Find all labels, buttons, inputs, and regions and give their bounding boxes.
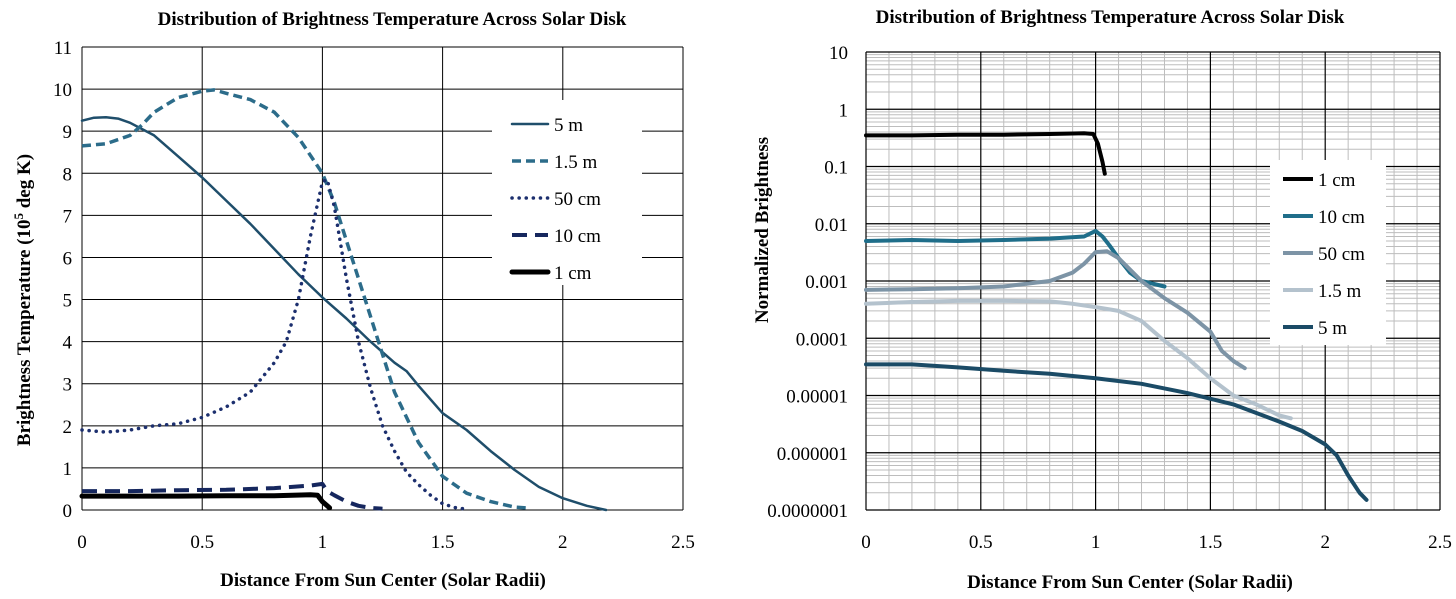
left-y-axis-title: Brightness Temperature (105 deg K) (11, 154, 35, 446)
left-x-tick-label: 0 (77, 532, 87, 553)
left-y-tick-label: 1 (63, 459, 73, 480)
right-y-tick-label: 0.00001 (786, 387, 848, 408)
left-legend: 5 m 1.5 m 50 cm 10 cm 1 cm (492, 100, 642, 285)
left-y-tick-label: 7 (63, 206, 73, 227)
right-y-tick-label: 10 (829, 43, 848, 64)
left-y-tick-label: 5 (63, 291, 73, 312)
left-y-tick-label: 10 (53, 80, 72, 101)
left-legend-label: 1.5 m (554, 152, 598, 173)
right-y-axis-title: Normalized Brightness (752, 137, 773, 323)
left-series-line (79, 492, 333, 511)
right-y-ticks: 0.0000001 0.000001 0.00001 0.0001 0.001 0.01 0… (767, 43, 848, 522)
left-x-ticks: 0 0.5 1 1.5 2 2.5 (77, 532, 695, 553)
right-x-tick-label: 1.5 (1199, 532, 1223, 553)
left-series-line (81, 88, 527, 510)
left-y-axis-title-sup: 5 (11, 213, 26, 220)
left-series-line (82, 481, 383, 511)
left-y-tick-label: 2 (63, 417, 73, 438)
left-chart-title: Distribution of Brightness Temperature A… (158, 9, 627, 30)
left-x-tick-label: 0.5 (190, 532, 214, 553)
right-y-tick-label: 1 (839, 100, 849, 121)
right-legend-label: 50 cm (1318, 244, 1365, 265)
left-y-axis-title-prefix: Brightness Temperature (10 (14, 220, 35, 447)
left-x-tick-label: 1.5 (431, 532, 455, 553)
left-y-tick-label: 6 (63, 248, 73, 269)
left-x-tick-label: 2 (558, 532, 568, 553)
left-y-tick-label: 9 (63, 122, 73, 143)
left-x-tick-label: 1 (318, 532, 328, 553)
right-y-tick-label: 0.000001 (777, 444, 848, 465)
right-x-tick-label: 1 (1091, 532, 1101, 553)
right-y-tick-label: 0.0000001 (767, 501, 848, 522)
right-legend: 1 cm 10 cm 50 cm 1.5 m 5 m (1270, 160, 1386, 345)
left-series-line (80, 177, 469, 511)
right-series-line (864, 131, 1107, 176)
left-x-tick-label: 2.5 (671, 532, 695, 553)
left-y-axis-title-suffix: deg K) (14, 154, 35, 213)
right-series-line (864, 362, 1369, 502)
left-y-tick-label: 4 (63, 333, 73, 354)
right-x-tick-label: 2.5 (1428, 532, 1452, 553)
left-grid (81, 46, 684, 511)
right-y-tick-label: 0.0001 (796, 329, 848, 350)
left-y-tick-label: 0 (63, 501, 73, 522)
right-legend-label: 1 cm (1318, 170, 1356, 191)
left-y-tick-label: 3 (63, 375, 73, 396)
right-x-axis-title: Distance From Sun Center (Solar Radii) (967, 572, 1293, 593)
left-y-tick-label: 11 (54, 38, 72, 59)
left-legend-label: 50 cm (554, 189, 601, 210)
right-chart: Distribution of Brightness Temperature A… (752, 7, 1452, 593)
right-series-line (864, 249, 1247, 371)
right-legend-label: 1.5 m (1318, 281, 1362, 302)
right-series-line (864, 298, 1293, 421)
right-legend-label: 10 cm (1318, 207, 1365, 228)
right-x-ticks: 0 0.5 1 1.5 2 2.5 (861, 532, 1452, 553)
right-chart-title: Distribution of Brightness Temperature A… (876, 7, 1345, 28)
right-y-tick-label: 0.1 (824, 158, 848, 179)
left-legend-label: 5 m (554, 115, 583, 136)
right-y-tick-label: 0.001 (805, 272, 848, 293)
right-legend-label: 5 m (1318, 318, 1347, 339)
right-series-line (864, 228, 1167, 289)
left-series (79, 88, 608, 512)
left-y-ticks: 0 1 2 3 4 5 6 7 8 9 10 11 (53, 38, 73, 522)
left-chart: Distribution of Brightness Temperature A… (11, 9, 695, 591)
left-legend-box (492, 100, 642, 285)
left-series-line (80, 116, 608, 512)
left-legend-label: 1 cm (554, 263, 592, 284)
left-x-axis-title: Distance From Sun Center (Solar Radii) (220, 570, 546, 591)
right-x-tick-label: 0.5 (969, 532, 993, 553)
right-series (864, 131, 1369, 502)
right-x-tick-label: 0 (861, 532, 871, 553)
right-y-tick-label: 0.01 (815, 215, 848, 236)
left-legend-label: 10 cm (554, 226, 601, 247)
right-x-tick-label: 2 (1320, 532, 1330, 553)
left-y-tick-label: 8 (63, 164, 73, 185)
